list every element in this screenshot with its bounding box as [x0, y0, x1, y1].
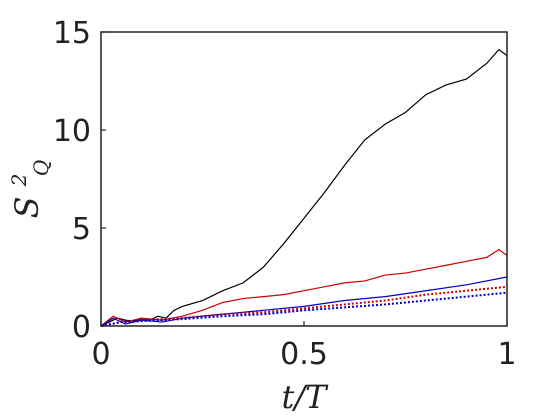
- y-tick-label: 0: [72, 310, 91, 345]
- series-line-5: [100, 291, 508, 327]
- y-tick-label: 15: [53, 16, 91, 51]
- series-line-1: [100, 48, 508, 327]
- series-line-3: [100, 276, 508, 327]
- x-axis-label: t/T: [282, 378, 330, 416]
- y-axis-label-subscript: Q: [29, 160, 53, 176]
- x-tick-label: 1: [497, 337, 516, 372]
- x-tick-label: 0: [91, 337, 110, 372]
- y-axis-label: S 2 Q: [0, 160, 53, 219]
- x-tick-label: 0.5: [280, 337, 328, 372]
- y-tick-label: 5: [72, 212, 91, 247]
- series-group: [100, 48, 508, 327]
- y-axis-label-main: S: [8, 196, 46, 218]
- series-line-2: [100, 248, 508, 327]
- plot-frame: [100, 31, 508, 327]
- y-axis-label-superscript: 2: [7, 174, 31, 188]
- y-tick-label: 10: [53, 114, 91, 149]
